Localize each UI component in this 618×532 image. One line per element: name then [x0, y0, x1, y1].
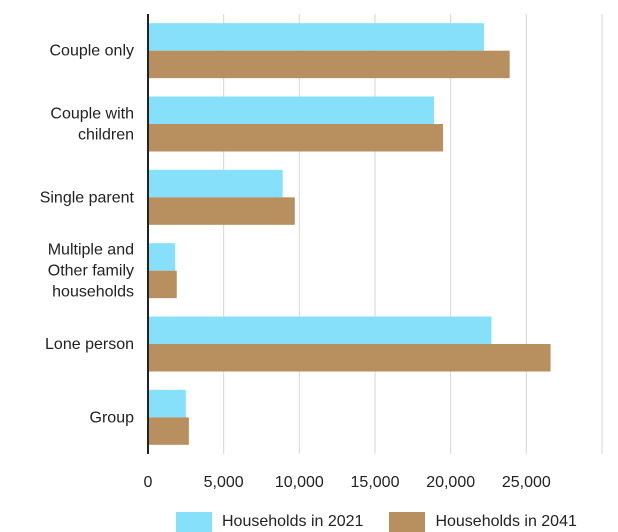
x-tick-label-5: 25,000 [502, 474, 551, 491]
bar-2021-1 [148, 96, 435, 124]
category-label-3-2: households [52, 284, 134, 301]
bar-2041-4 [148, 344, 551, 372]
bar-2041-0 [148, 50, 510, 79]
bars [148, 23, 551, 445]
category-label-1-0: Couple with [50, 106, 134, 123]
bar-2021-5 [148, 389, 186, 418]
bar-2041-2 [148, 197, 295, 225]
legend-label-2041: Households in 2041 [435, 513, 577, 530]
bar-2041-5 [148, 417, 189, 445]
category-label-2-0: Single parent [40, 189, 135, 206]
x-tick-label-3: 15,000 [351, 474, 400, 491]
category-label-3-0: Multiple and [48, 242, 134, 259]
x-tick-label-1: 5,000 [204, 474, 244, 491]
bar-2041-1 [148, 124, 444, 152]
legend-swatch-2021 [176, 512, 212, 532]
category-label-5-0: Group [90, 409, 135, 426]
category-label-4-0: Lone person [45, 336, 134, 353]
x-tick-labels: 0 5,000 10,000 15,000 20,000 25,000 [144, 474, 551, 491]
category-label-3-1: Other family [48, 263, 134, 280]
bar-2021-0 [148, 23, 484, 51]
category-label-0-0: Couple only [50, 43, 135, 60]
bar-2021-3 [148, 243, 176, 271]
x-tick-label-2: 10,000 [275, 474, 324, 491]
category-labels: Couple only Couple with children Single par… [40, 43, 135, 427]
category-label-1-1: children [78, 127, 134, 144]
legend-item-2041: Households in 2041 [389, 512, 577, 532]
bar-2021-2 [148, 169, 283, 198]
legend: Households in 2021 Households in 2041 [176, 512, 603, 532]
bar-2041-3 [148, 270, 177, 299]
x-tick-label-0: 0 [144, 474, 153, 491]
x-tick-label-4: 20,000 [426, 474, 475, 491]
legend-item-2021: Households in 2021 [176, 512, 363, 532]
legend-label-2021: Households in 2021 [222, 513, 364, 530]
gridlines [223, 14, 603, 454]
legend-swatch-2041 [389, 512, 426, 532]
bar-2021-4 [148, 316, 492, 344]
